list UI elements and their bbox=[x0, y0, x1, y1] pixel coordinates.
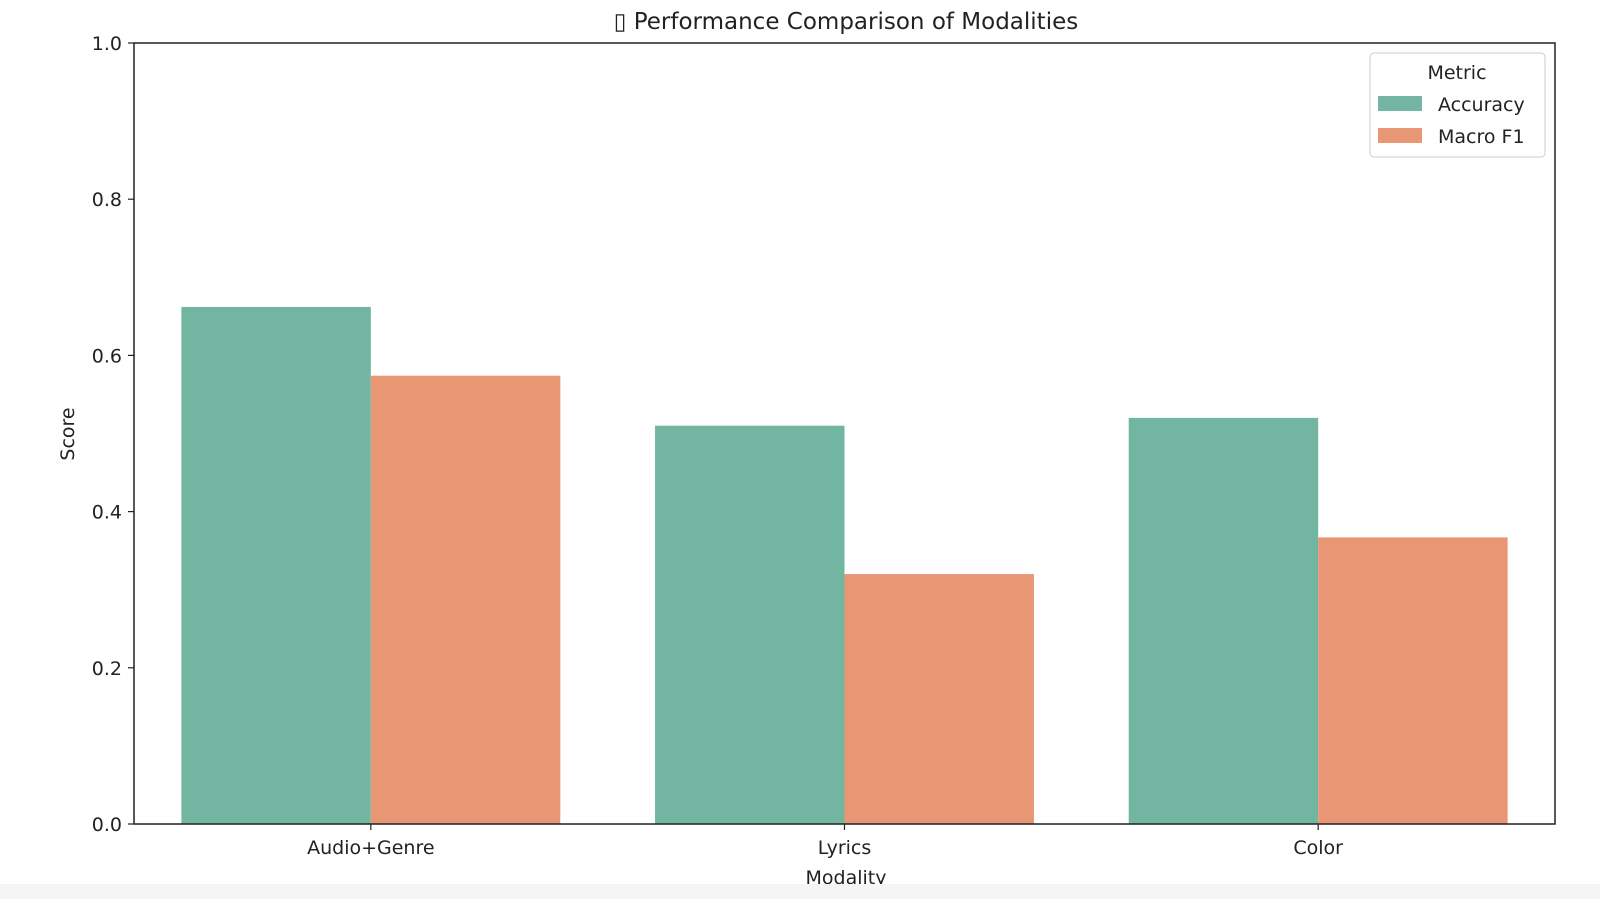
y-tick-label: 0.8 bbox=[92, 189, 122, 211]
bar-color-macro-f1 bbox=[1318, 537, 1508, 824]
bottom-strip bbox=[0, 884, 1600, 899]
legend: Metric Accuracy Macro F1 bbox=[1369, 52, 1546, 158]
legend-swatch-accuracy bbox=[1378, 96, 1422, 111]
y-tick-label: 0.6 bbox=[92, 345, 122, 367]
bar-audio-genre-accuracy bbox=[181, 306, 371, 824]
y-tick-label: 1.0 bbox=[92, 33, 122, 55]
x-tick-label: Audio+Genre bbox=[307, 837, 434, 859]
y-axis: 0.0 0.2 0.4 0.6 0.8 1.0 bbox=[92, 33, 134, 836]
y-tick-label: 0.2 bbox=[92, 658, 122, 680]
chart-title: ▯ Performance Comparison of Modalities bbox=[614, 9, 1078, 35]
x-axis: Audio+Genre Lyrics Color bbox=[307, 824, 1343, 859]
y-tick-label: 0.0 bbox=[92, 814, 122, 836]
bar-lyrics-macro-f1 bbox=[844, 574, 1034, 824]
bar-audio-genre-macro-f1 bbox=[370, 375, 561, 824]
x-tick-label: Color bbox=[1293, 837, 1343, 859]
bars-layer bbox=[181, 306, 1508, 824]
legend-label-accuracy: Accuracy bbox=[1438, 94, 1525, 116]
bar-color-accuracy bbox=[1128, 417, 1319, 824]
plot-frame bbox=[133, 42, 1556, 825]
legend-swatch-macro-f1 bbox=[1378, 128, 1422, 143]
x-axis-label: Modality bbox=[806, 867, 887, 889]
y-tick-label: 0.4 bbox=[92, 502, 122, 524]
bar-lyrics-accuracy bbox=[655, 425, 845, 824]
y-axis-label: Score bbox=[57, 407, 79, 460]
legend-label-macro-f1: Macro F1 bbox=[1438, 126, 1525, 148]
x-tick-label: Lyrics bbox=[818, 837, 872, 859]
legend-title: Metric bbox=[1427, 62, 1486, 84]
